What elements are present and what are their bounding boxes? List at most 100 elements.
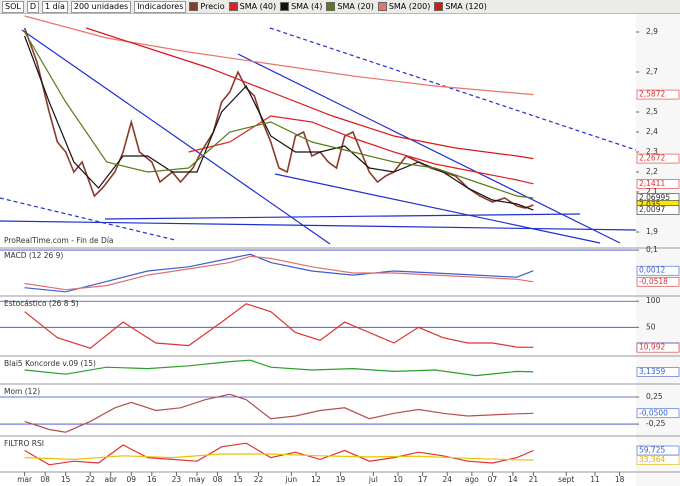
x-tick-label: 21	[529, 475, 539, 484]
value-tag-label: 2,035	[639, 200, 661, 209]
indicator-line	[24, 253, 534, 293]
legend-swatch	[377, 2, 387, 11]
indicators-button[interactable]: Indicadores	[134, 0, 187, 13]
value-tag-label: 2,5872	[639, 90, 665, 99]
indicator-line	[24, 393, 534, 433]
y-tick-label: 1,9	[646, 227, 658, 236]
legend-label: Precio	[200, 2, 225, 11]
y-tick-label: 2,5	[646, 107, 658, 116]
trendline	[0, 220, 637, 231]
y-tick-label: 50	[646, 322, 656, 331]
value-tag-label: 0,0012	[639, 266, 665, 275]
legend-item[interactable]: SMA (120)	[434, 2, 487, 11]
x-tick-label: 09	[127, 475, 137, 484]
value-tag-label: 2,0097	[639, 205, 665, 214]
x-tick-label: abr	[105, 475, 118, 484]
x-tick-label: 14	[508, 475, 518, 484]
x-tick-label: 15	[233, 475, 243, 484]
y-tick-label: 0,1	[646, 245, 658, 254]
value-tag	[636, 445, 680, 456]
y-tick-label: 2,3	[646, 147, 658, 156]
legend: Precio SMA (40) SMA (4) SMA (20) SMA (200) SM…	[189, 2, 487, 11]
legend-label: SMA (4)	[291, 2, 323, 11]
value-tag-label: 10,992	[639, 343, 665, 352]
indicator-line	[24, 255, 534, 291]
chart-area: 2,9 2,7 2,5 2,4 2,3 2,2 2,1 1,9 2,5872 2,2672 2,14…	[0, 14, 680, 486]
trendline	[21, 29, 331, 245]
panel-title: Estocástico (26 8 5)	[4, 299, 79, 308]
x-tick-label: 19	[336, 475, 346, 484]
panel-title: Blai5 Koncorde v.09 (15)	[4, 359, 96, 368]
x-tick-label: mar	[17, 475, 33, 484]
interval-select[interactable]: 1 día	[42, 0, 68, 13]
x-tick-label: 18	[615, 475, 625, 484]
watermark: ProRealTime.com - Fin de Día	[4, 236, 114, 245]
value-tag	[636, 205, 680, 215]
trendline-dashed	[269, 27, 637, 151]
value-tag-label: 2,06995	[639, 193, 670, 202]
indicator-line	[24, 453, 534, 461]
x-tick-label: 08	[213, 475, 223, 484]
x-tick-label: 22	[254, 475, 264, 484]
y-tick-label: 2,4	[646, 127, 658, 136]
y-tick-label: 2,7	[646, 67, 658, 76]
x-tick-label: 16	[147, 475, 157, 484]
trendline	[104, 213, 581, 220]
toolbar: SOL D 1 día 200 unidades Indicadores Pre…	[0, 0, 680, 14]
legend-swatch	[189, 2, 199, 11]
panel-title: Mom (12)	[4, 387, 40, 396]
x-tick-label: ago	[465, 475, 479, 484]
legend-label: SMA (200)	[388, 2, 431, 11]
x-tick-label: sept	[558, 475, 574, 484]
value-tag-label: 2,1411	[639, 179, 665, 188]
legend-item[interactable]: SMA (20)	[326, 2, 374, 11]
value-tag	[636, 367, 680, 377]
trendline	[274, 173, 601, 244]
units-select[interactable]: 200 unidades	[70, 0, 132, 13]
x-tick-label: 17	[418, 475, 428, 484]
value-tag	[636, 455, 680, 465]
value-tag	[636, 89, 680, 100]
x-tick-label: jul	[368, 475, 378, 484]
legend-item[interactable]: SMA (40)	[228, 2, 277, 11]
symbol-box[interactable]: SOL	[2, 0, 24, 13]
price-line	[86, 27, 534, 160]
y-tick-label: 2,1	[646, 187, 658, 196]
period-icon[interactable]: D	[26, 0, 40, 13]
value-tag	[636, 276, 680, 287]
value-tag	[636, 408, 680, 419]
x-tick-label: jun	[285, 475, 298, 484]
legend-swatch	[326, 2, 336, 11]
trendline	[237, 53, 621, 244]
indicator-line	[24, 303, 534, 349]
value-tag-label: -0,0500	[639, 408, 668, 417]
legend-item[interactable]: SMA (200)	[377, 2, 431, 11]
y-tick-label: -0,25	[646, 419, 666, 428]
legend-item[interactable]: Precio	[189, 2, 225, 11]
value-tag-label: 59,725	[639, 445, 665, 454]
x-tick-label: may	[189, 475, 206, 484]
value-tag-label: 2,2672	[639, 154, 665, 163]
value-tag	[636, 342, 680, 353]
x-tick-label: 12	[311, 475, 321, 484]
value-tag-label: 3,1359	[639, 367, 665, 376]
legend-item[interactable]: SMA (4)	[280, 2, 322, 11]
x-tick-label: 23	[172, 475, 182, 484]
price-line	[23, 27, 534, 209]
legend-label: SMA (20)	[337, 2, 374, 11]
x-tick-label: 24	[442, 475, 452, 484]
value-tag	[636, 265, 680, 276]
y-tick-label: 0,25	[646, 392, 663, 401]
legend-label: SMA (40)	[239, 2, 277, 11]
x-tick-label: 10	[393, 475, 403, 484]
panel-title: MACD (12 26 9)	[4, 251, 63, 260]
price-line	[24, 15, 534, 96]
value-tag-label: -0,0518	[639, 277, 668, 286]
legend-label: SMA (120)	[445, 2, 487, 11]
value-tag	[636, 178, 680, 189]
x-tick-label: 11	[590, 475, 600, 484]
indicator-line	[24, 359, 534, 377]
panel-title: FILTRO RSI	[4, 439, 44, 448]
legend-swatch	[228, 2, 238, 11]
